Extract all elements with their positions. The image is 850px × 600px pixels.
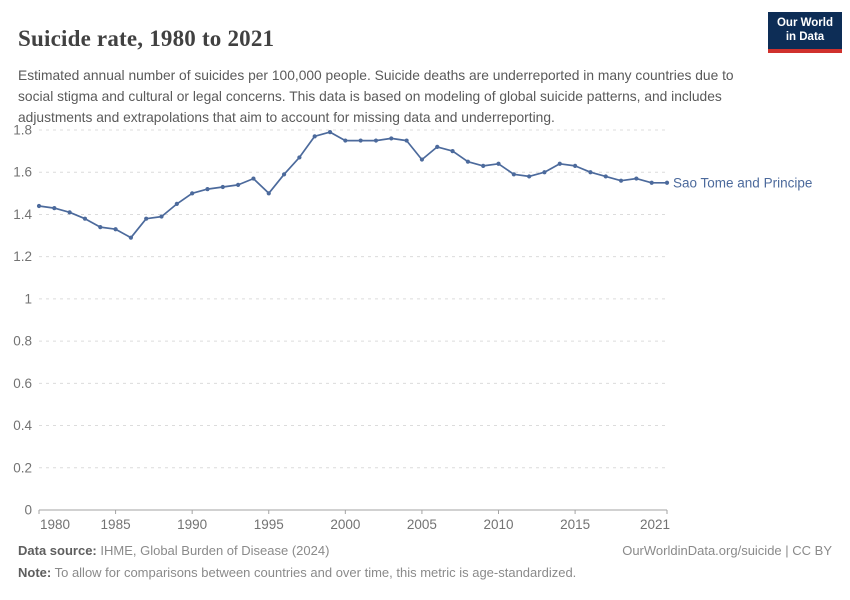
y-tick-label: 0.4 (13, 418, 32, 433)
data-point[interactable] (174, 201, 179, 206)
chart-subtitle: Estimated annual number of suicides per … (18, 67, 734, 125)
x-tick-label: 2015 (560, 517, 590, 532)
y-tick-label: 0 (24, 503, 32, 518)
x-tick-label: 1980 (40, 517, 70, 532)
data-point[interactable] (343, 138, 348, 143)
owid-logo[interactable]: Our World in Data (768, 12, 842, 53)
y-tick-label: 0.2 (13, 460, 32, 475)
data-point[interactable] (52, 206, 57, 211)
data-point[interactable] (36, 203, 42, 209)
data-source-label: Data source: (18, 543, 97, 558)
y-tick-label: 0.8 (13, 334, 32, 349)
data-source-text: Data source: IHME, Global Burden of Dise… (18, 543, 329, 558)
data-point[interactable] (465, 159, 470, 164)
data-point[interactable] (205, 187, 210, 192)
data-point[interactable] (358, 138, 363, 143)
x-tick-label: 1985 (101, 517, 131, 532)
data-point[interactable] (404, 138, 409, 143)
y-tick-label: 0.6 (13, 376, 32, 391)
data-point[interactable] (481, 163, 486, 168)
y-tick-label: 1.8 (13, 123, 32, 138)
data-point[interactable] (557, 161, 562, 166)
data-point[interactable] (542, 170, 547, 175)
page-title: Suicide rate, 1980 to 2021 (18, 26, 275, 52)
license-link[interactable]: OurWorldinData.org/suicide | CC BY (622, 543, 832, 558)
data-point[interactable] (220, 184, 225, 190)
y-tick-label: 1.6 (13, 165, 32, 180)
data-point[interactable] (419, 157, 425, 162)
y-tick-label: 1.2 (13, 249, 32, 264)
data-point[interactable] (236, 182, 241, 187)
data-point[interactable] (144, 216, 149, 221)
data-point[interactable] (128, 235, 134, 240)
data-point[interactable] (266, 191, 271, 196)
data-point[interactable] (312, 134, 317, 139)
data-point[interactable] (190, 191, 195, 196)
data-point[interactable] (373, 138, 379, 143)
data-point[interactable] (496, 161, 501, 166)
owid-logo-line2: in Data (785, 30, 825, 43)
chart-footer: Data source: IHME, Global Burden of Dise… (18, 543, 832, 580)
series-line[interactable] (38, 131, 667, 239)
data-point[interactable] (618, 178, 624, 183)
data-point[interactable] (297, 155, 302, 160)
data-point[interactable] (159, 214, 164, 219)
data-point[interactable] (664, 180, 670, 185)
y-tick-label: 1 (24, 291, 32, 306)
data-point[interactable] (649, 180, 654, 185)
data-point[interactable] (588, 170, 593, 175)
note-value: To allow for comparisons between countri… (51, 565, 577, 580)
owid-logo-line1: Our World (776, 17, 833, 30)
data-source-value: IHME, Global Burden of Disease (2024) (96, 543, 330, 558)
x-tick-label: 2005 (407, 517, 437, 532)
data-point[interactable] (450, 149, 455, 154)
data-point[interactable] (113, 227, 118, 232)
data-point[interactable] (281, 172, 287, 177)
x-tick-label: 1995 (254, 517, 284, 532)
x-tick-label: 2010 (483, 517, 513, 532)
line-chart: 0 0.2 0.4 0.6 0.8 1 1.2 1.4 1.6 1.8 1980 1985 1990 19… (13, 123, 812, 533)
x-tick-label: 2021 (640, 517, 670, 532)
data-point[interactable] (389, 136, 394, 141)
y-tick-label: 1.4 (13, 207, 32, 222)
data-point[interactable] (67, 210, 72, 215)
x-tick-label: 2000 (330, 517, 360, 532)
note-label: Note: (18, 565, 52, 580)
data-point[interactable] (572, 163, 578, 168)
data-point[interactable] (511, 172, 516, 177)
data-point[interactable] (98, 225, 103, 230)
data-point[interactable] (634, 176, 639, 181)
data-point[interactable] (82, 216, 88, 221)
data-point[interactable] (327, 130, 333, 135)
data-point[interactable] (527, 174, 532, 179)
series-label[interactable]: Sao Tome and Principe (673, 175, 812, 190)
data-point[interactable] (603, 174, 608, 179)
data-point[interactable] (251, 176, 256, 181)
x-tick-label: 1990 (177, 517, 207, 532)
data-point[interactable] (435, 144, 440, 149)
